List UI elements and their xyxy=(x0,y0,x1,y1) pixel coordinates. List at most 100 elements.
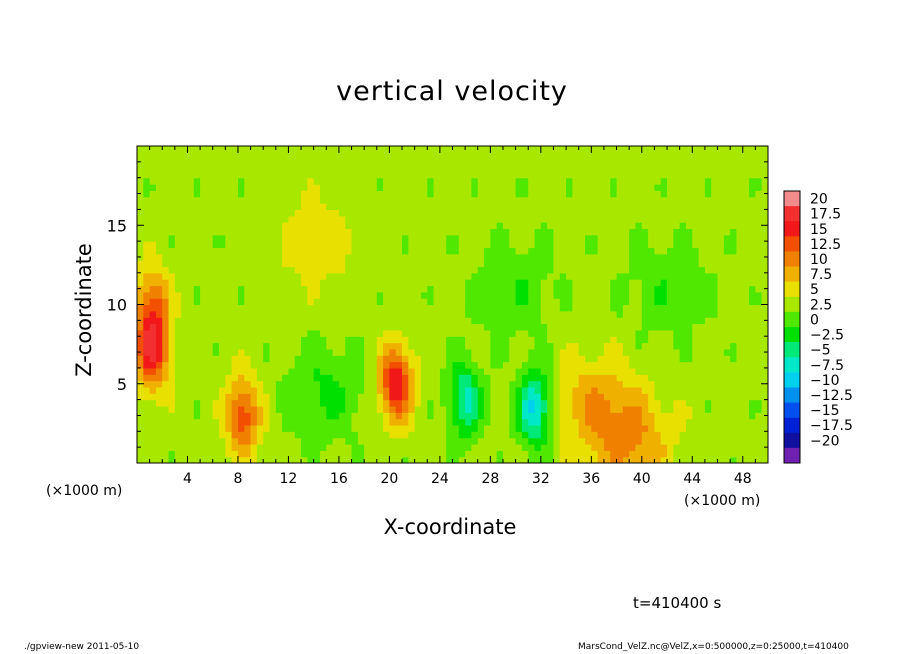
heatmap-cell xyxy=(559,234,567,242)
heatmap-cell xyxy=(534,386,542,394)
heatmap-cell xyxy=(370,266,378,274)
heatmap-cell xyxy=(490,298,498,306)
heatmap-cell xyxy=(755,348,763,356)
heatmap-cell xyxy=(244,399,252,407)
heatmap-cell xyxy=(376,190,384,198)
heatmap-cell xyxy=(723,443,731,451)
heatmap-cell xyxy=(603,348,611,356)
heatmap-cell xyxy=(319,266,327,274)
heatmap-cell xyxy=(660,424,668,432)
heatmap-cell xyxy=(755,209,763,217)
heatmap-cell xyxy=(622,317,630,325)
heatmap-cell xyxy=(187,317,195,325)
heatmap-cell xyxy=(206,260,214,268)
heatmap-cell xyxy=(408,393,416,401)
heatmap-cell xyxy=(212,146,220,153)
heatmap-cell xyxy=(420,222,428,230)
heatmap-cell xyxy=(225,177,233,185)
heatmap-cell xyxy=(534,329,542,337)
heatmap-cell xyxy=(206,146,214,153)
heatmap-cell xyxy=(212,374,220,382)
heatmap-cell xyxy=(212,355,220,363)
heatmap-cell xyxy=(547,247,555,255)
heatmap-cell xyxy=(591,285,599,293)
heatmap-cell xyxy=(174,158,182,166)
heatmap-cell xyxy=(250,152,258,160)
heatmap-cell xyxy=(402,298,409,306)
heatmap-cell xyxy=(149,253,157,261)
heatmap-cell xyxy=(275,203,283,210)
heatmap-cell xyxy=(698,418,706,426)
heatmap-cell xyxy=(635,196,643,204)
heatmap-cell xyxy=(723,291,731,299)
heatmap-cell xyxy=(212,209,220,217)
heatmap-cell xyxy=(622,241,630,249)
heatmap-cell xyxy=(755,171,763,179)
heatmap-cell xyxy=(187,443,195,451)
heatmap-cell xyxy=(181,443,189,451)
heatmap-cell xyxy=(717,228,725,236)
heatmap-cell xyxy=(635,272,643,280)
heatmap-cell xyxy=(250,418,258,426)
heatmap-cell xyxy=(673,431,681,439)
heatmap-cell xyxy=(326,260,334,268)
heatmap-cell xyxy=(383,342,390,350)
heatmap-cell xyxy=(610,298,618,306)
heatmap-cell xyxy=(168,285,176,293)
heatmap-cell xyxy=(502,171,510,179)
heatmap-cell xyxy=(244,329,252,337)
heatmap-cell xyxy=(439,298,447,306)
heatmap-cell xyxy=(603,241,611,249)
heatmap-cell xyxy=(206,304,214,312)
heatmap-cell xyxy=(484,412,491,420)
heatmap-cell xyxy=(351,196,359,204)
heatmap-cell xyxy=(648,431,656,439)
heatmap-cell xyxy=(301,418,308,426)
heatmap-cell xyxy=(408,298,416,306)
heatmap-cell xyxy=(338,304,346,312)
heatmap-cell xyxy=(635,336,643,344)
heatmap-cell xyxy=(446,431,454,439)
heatmap-cell xyxy=(351,317,359,325)
heatmap-cell xyxy=(225,228,233,236)
heatmap-cell xyxy=(345,171,353,179)
heatmap-cell xyxy=(502,266,510,274)
heatmap-cell xyxy=(509,171,517,179)
heatmap-cell xyxy=(667,146,674,153)
heatmap-cell xyxy=(717,209,725,217)
heatmap-cell xyxy=(143,355,151,363)
heatmap-cell xyxy=(679,336,687,344)
heatmap-cell xyxy=(414,184,422,191)
heatmap-cell xyxy=(319,184,327,191)
heatmap-cell xyxy=(591,158,599,166)
heatmap-cell xyxy=(181,437,189,445)
heatmap-cell xyxy=(155,196,163,204)
heatmap-cell xyxy=(408,380,416,388)
heatmap-cell xyxy=(193,171,201,179)
heatmap-cell xyxy=(364,317,372,325)
heatmap-cell xyxy=(187,412,195,420)
heatmap-cell xyxy=(654,412,662,420)
heatmap-cell xyxy=(187,450,195,458)
heatmap-cell xyxy=(502,329,510,337)
heatmap-cell xyxy=(414,165,422,172)
heatmap-cell xyxy=(174,317,182,325)
heatmap-cell xyxy=(301,165,308,172)
heatmap-cell xyxy=(711,260,719,268)
heatmap-cell xyxy=(174,443,182,451)
heatmap-cell xyxy=(250,431,258,439)
heatmap-cell xyxy=(162,405,170,413)
heatmap-cell xyxy=(282,399,290,407)
heatmap-cell xyxy=(559,386,567,394)
heatmap-cell xyxy=(439,431,447,439)
heatmap-cell xyxy=(654,405,662,413)
heatmap-cell xyxy=(439,152,447,160)
heatmap-cell xyxy=(698,279,706,287)
heatmap-cell xyxy=(667,272,674,280)
heatmap-cell xyxy=(143,171,151,179)
heatmap-cell xyxy=(597,443,605,451)
heatmap-cell xyxy=(534,361,542,369)
heatmap-cell xyxy=(408,386,416,394)
heatmap-cell xyxy=(244,260,252,268)
heatmap-cell xyxy=(250,329,258,337)
